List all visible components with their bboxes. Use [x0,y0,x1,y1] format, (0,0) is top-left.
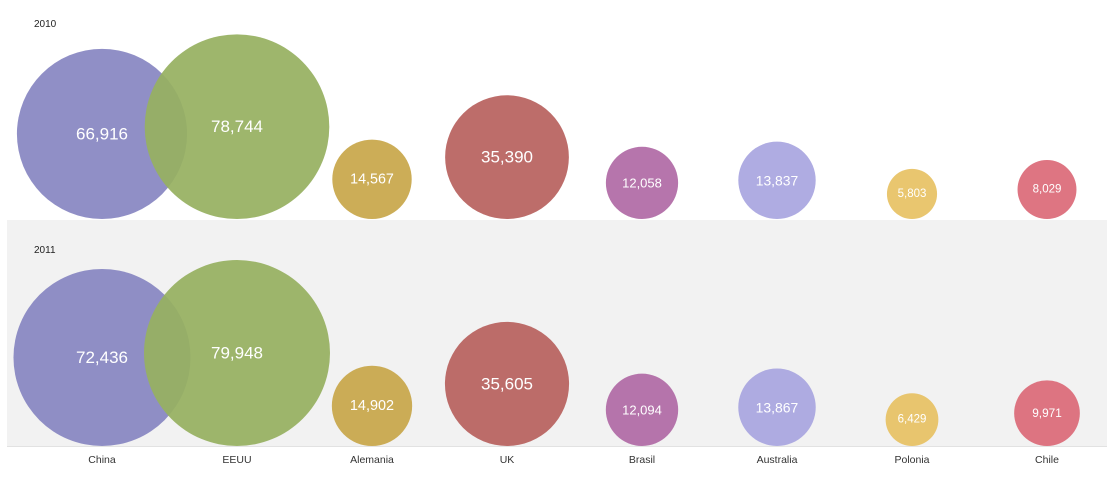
bubble-brasil-2011 [605,373,679,446]
category-label-uk: UK [500,454,515,466]
category-label-brasil: Brasil [629,454,655,466]
value-label-alemania-2010: 14,567 [350,171,394,187]
value-label-brasil-2010: 12,058 [622,175,662,190]
bubble-china-2010 [16,48,188,220]
bubble-polonia-2011 [885,393,939,446]
category-label-australia: Australia [757,454,798,466]
bubble-polonia-2010 [886,168,938,219]
bubble-australia-2010 [738,141,816,219]
bubble-alemania-2011 [331,365,413,446]
row-2010: 2010 66,916 78,744 14,567 35,390 12,058 13,837… [7,8,1107,220]
category-label-chile: Chile [1035,454,1059,466]
bubble-china-2011 [13,268,191,446]
value-label-alemania-2011: 14,902 [350,398,394,414]
bubble-alemania-2010 [332,139,412,219]
bubble-uk-2011 [444,321,570,446]
category-label-china: China [88,454,116,466]
category-label-alemania: Alemania [350,454,394,466]
value-label-chile-2010: 8,029 [1033,184,1062,196]
value-label-brasil-2011: 12,094 [622,402,662,417]
bubble-brasil-2010 [605,146,679,219]
category-label-eeuu: EEUU [222,454,251,466]
bubble-australia-2011 [738,368,816,446]
bubble-eeuu-2011 [144,260,330,446]
value-label-china-2011: 72,436 [76,348,128,367]
value-label-polonia-2010: 5,803 [898,188,927,200]
row-label-2010: 2010 [34,19,57,30]
value-label-uk-2011: 35,605 [481,374,533,393]
row-2011: 2011 72,436 79,948 14,902 35,605 12,094 13,867… [7,220,1107,446]
value-label-uk-2010: 35,390 [481,148,533,167]
bubble-uk-2010 [445,95,569,219]
value-label-chile-2011: 9,971 [1032,406,1062,420]
bubble-chile-2010 [1017,160,1077,219]
value-label-australia-2011: 13,867 [756,399,799,415]
category-label-polonia: Polonia [894,454,929,466]
value-label-eeuu-2011: 79,948 [211,344,263,363]
row-label-2011: 2011 [34,245,56,256]
value-label-eeuu-2010: 78,744 [211,117,263,136]
value-label-china-2010: 66,916 [76,124,128,143]
value-label-australia-2010: 13,837 [756,172,799,188]
value-label-polonia-2011: 6,429 [898,414,927,426]
bubble-chile-2011 [1014,380,1080,446]
bubble-eeuu-2010 [144,34,330,219]
